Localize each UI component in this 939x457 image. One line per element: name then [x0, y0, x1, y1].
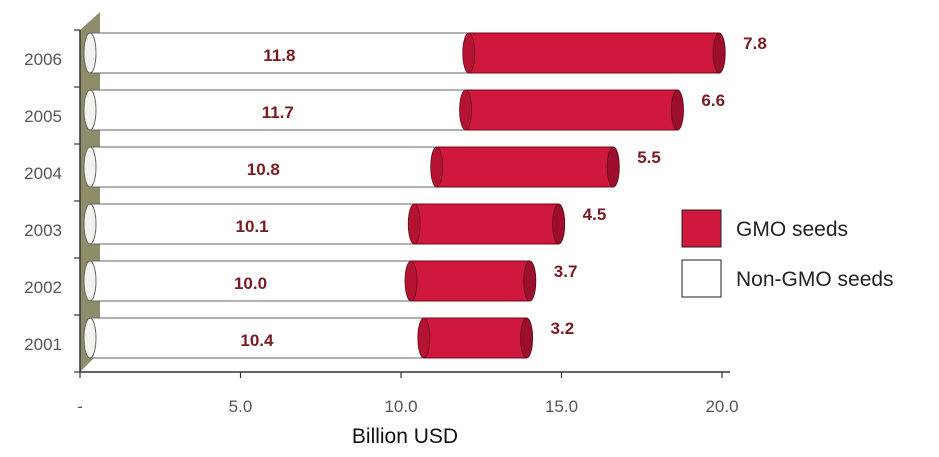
data-label-non-gmo: 10.0 — [234, 274, 267, 293]
data-label-gmo: 3.7 — [554, 262, 578, 281]
y-tick-label: 2004 — [24, 164, 62, 183]
bar-gmo — [468, 32, 720, 74]
bar-non-gmo — [89, 32, 470, 74]
y-tick-label: 2003 — [24, 221, 62, 240]
data-label-gmo: 6.6 — [701, 91, 725, 110]
bar-non-gmo-cap — [83, 89, 97, 131]
x-tick-label: 20.0 — [705, 397, 738, 416]
bar-joint — [404, 260, 418, 302]
y-tick-label: 2002 — [24, 278, 62, 297]
bar-gmo-cap — [523, 260, 537, 302]
bar-non-gmo-cap — [83, 146, 97, 188]
bar-non-gmo-cap — [83, 32, 97, 74]
bar-gmo-cap — [552, 203, 566, 245]
bar-non-gmo-cap — [83, 203, 97, 245]
bar-gmo-cap — [606, 146, 620, 188]
data-label-gmo: 3.2 — [551, 319, 575, 338]
legend-swatch — [681, 259, 722, 298]
data-label-gmo: 5.5 — [637, 148, 661, 167]
bar-gmo — [410, 260, 531, 302]
y-axis-labels: 2001 2002 2003 2004 2005 2006 — [24, 50, 62, 354]
bar-joint — [407, 203, 421, 245]
bar-gmo — [423, 317, 528, 359]
bar-non-gmo-cap — [83, 260, 97, 302]
legend-label: GMO seeds — [736, 218, 848, 241]
bar-non-gmo-cap — [83, 317, 97, 359]
x-axis-title: Billion USD — [352, 425, 458, 448]
bar-gmo-cap — [712, 32, 726, 74]
data-label-gmo: 7.8 — [743, 34, 767, 53]
bar-gmo — [436, 146, 614, 188]
bar-gmo — [465, 89, 678, 131]
bar-non-gmo — [89, 146, 438, 188]
chart-axes — [74, 29, 730, 373]
y-tick-label: 2001 — [24, 335, 62, 354]
x-axis-ticks: - 5.0 10.0 15.0 20.0 — [77, 372, 739, 416]
bar-joint — [417, 317, 431, 359]
chart-bars: 10.4 3.2 10.0 3.7 10.1 4.5 10.8 5.5 11.7 6.6 11.8 7… — [83, 32, 767, 359]
legend-label: Non-GMO seeds — [736, 268, 894, 291]
x-tick-label: 5.0 — [229, 397, 253, 416]
x-tick-label: 15.0 — [545, 397, 578, 416]
bar-gmo-cap — [670, 89, 684, 131]
bar-joint — [462, 32, 476, 74]
bar-joint — [430, 146, 444, 188]
data-label-non-gmo: 10.1 — [236, 217, 269, 236]
data-label-non-gmo: 10.4 — [240, 331, 274, 350]
x-tick-label: - — [77, 397, 83, 416]
bar-gmo-cap — [520, 317, 534, 359]
bar-joint — [459, 89, 472, 131]
data-label-non-gmo: 11.7 — [262, 103, 294, 122]
data-label-non-gmo: 11.8 — [263, 46, 295, 65]
legend: GMO seeds Non-GMO seeds — [681, 209, 894, 298]
data-label-non-gmo: 10.8 — [247, 160, 280, 179]
x-tick-label: 10.0 — [384, 397, 417, 416]
bar-non-gmo — [89, 89, 467, 131]
y-tick-label: 2005 — [24, 107, 62, 126]
data-label-gmo: 4.5 — [583, 205, 607, 224]
legend-swatch — [681, 209, 722, 248]
y-tick-label: 2006 — [24, 50, 62, 69]
bar-gmo — [413, 203, 560, 245]
